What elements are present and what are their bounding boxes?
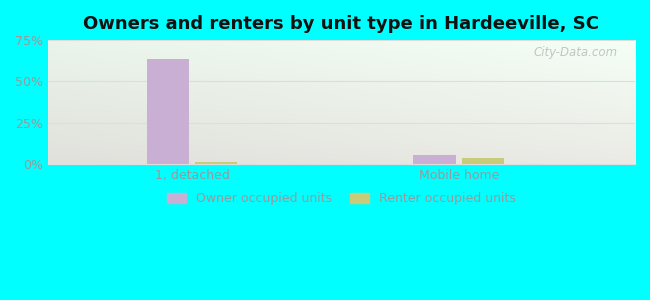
Bar	[194, 162, 237, 164]
Legend: Owner occupied units, Renter occupied units: Owner occupied units, Renter occupied un…	[162, 187, 521, 210]
Title: Owners and renters by unit type in Hardeeville, SC: Owners and renters by unit type in Harde…	[83, 15, 599, 33]
Bar	[462, 158, 504, 164]
Text: City-Data.com: City-Data.com	[533, 46, 618, 59]
Bar	[413, 155, 456, 164]
Bar	[147, 59, 189, 164]
